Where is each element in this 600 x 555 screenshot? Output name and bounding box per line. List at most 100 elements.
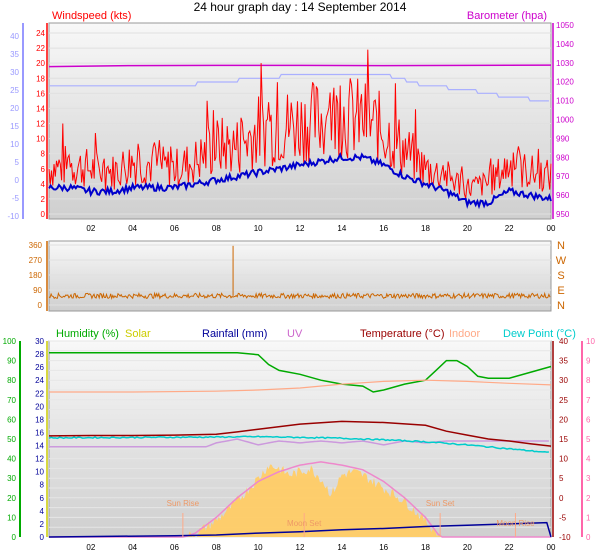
wind-tick-label: 14 [36,104,45,113]
legend-item: Dew Point (°C) [503,328,576,340]
annotation-label: Moon Set [287,519,322,528]
humidity-tick-label: 90 [7,357,16,366]
solar-tick-label: 18 [35,415,44,424]
wind-outer-tick-label: 10 [10,140,19,149]
wind-outer-tick-label: 5 [15,158,20,167]
temperature-x-tick-label: 02 [86,543,95,552]
solar-tick-label: 30 [35,337,44,346]
wind-x-tick-label: 20 [463,224,472,233]
uv-tick-label: 1 [586,513,591,522]
baro-tick-label: 1040 [556,40,574,49]
humidity-tick-label: 70 [7,396,16,405]
direction-tick-label: 0 [38,301,43,310]
wind-x-tick-label: 10 [254,224,263,233]
temperature-x-tick-label: 10 [254,543,263,552]
wind-outer-tick-label: -5 [12,194,20,203]
solar-tick-label: 8 [40,481,45,490]
temperature-tick-label: 15 [559,435,568,444]
direction-tick-label: 180 [29,271,43,280]
annotation-label: Sun Rise [167,499,200,508]
baro-tick-label: 1020 [556,78,574,87]
solar-tick-label: 24 [35,376,44,385]
wind-x-tick-label: 14 [337,224,346,233]
wind-tick-label: 20 [36,59,45,68]
wind-tick-label: 12 [36,120,45,129]
baro-tick-label: 1010 [556,97,574,106]
temperature-tick-label: 0 [559,494,564,503]
series-solar-maximum [49,461,551,538]
temperature-x-tick-label: 22 [505,543,514,552]
solar-tick-label: 2 [40,520,45,529]
wind-x-tick-label: 08 [212,224,221,233]
humidity-tick-label: 80 [7,376,16,385]
wind-tick-label: 16 [36,89,45,98]
solar-tick-label: 22 [35,389,44,398]
wind-x-tick-label: 02 [86,224,95,233]
wind-outer-tick-label: 15 [10,122,19,131]
series-temperature [48,420,552,447]
uv-tick-label: 2 [586,494,591,503]
wind-x-tick-label: 04 [128,224,137,233]
wind-outer-tick-label: 35 [10,50,19,59]
temperature-x-tick-label: 18 [421,543,430,552]
uv-tick-label: 0 [586,533,591,542]
annotation-label: Moon Rise [496,519,535,528]
series-barometer [48,64,552,68]
wind-tick-label: 18 [36,74,45,83]
solar-tick-label: 4 [40,507,45,516]
temperature-tick-label: -10 [559,533,571,542]
wind-tick-label: 6 [41,165,46,174]
wind-tick-label: 22 [36,44,45,53]
series-uv [49,438,549,448]
humidity-tick-label: 30 [7,474,16,483]
solar-tick-label: 14 [35,442,44,451]
uv-tick-label: 10 [586,337,595,346]
uv-tick-label: 9 [586,357,591,366]
legend-item: Indoor [449,328,481,340]
baro-tick-label: 950 [556,210,570,219]
solar-tick-label: 20 [35,402,44,411]
temperature-x-tick-label: 16 [379,543,388,552]
series-indoor [49,379,552,393]
temperature-x-tick-label: 12 [296,543,305,552]
temperature-x-tick-label: 06 [170,543,179,552]
temperature-tick-label: 30 [559,376,568,385]
direction-tick-label: 90 [33,286,42,295]
legend-item: UV [287,328,303,340]
legend-item: Solar [125,328,151,340]
direction-tick-label: 270 [29,256,43,265]
series-wind-direction [48,291,551,301]
series-humidity [49,352,552,393]
page-title: 24 hour graph day : 14 September 2014 [194,0,407,14]
temperature-tick-label: 25 [559,396,568,405]
humidity-tick-label: 20 [7,494,16,503]
baro-tick-label: 970 [556,172,570,181]
baro-tick-label: 980 [556,153,570,162]
series-wind-average [48,151,552,210]
solar-tick-label: 12 [35,455,44,464]
temperature-x-tick-label: 08 [212,543,221,552]
temperature-tick-label: 40 [559,337,568,346]
wind-outer-tick-label: 0 [15,176,20,185]
wind-axis-title: Windspeed (kts) [52,10,131,22]
solar-tick-label: 26 [35,363,44,372]
humidity-tick-label: 0 [12,533,17,542]
direction-compass-label: N [557,240,565,252]
humidity-tick-label: 40 [7,455,16,464]
humidity-tick-label: 60 [7,415,16,424]
panel-direction-background [48,240,552,312]
wind-x-tick-label: 12 [296,224,305,233]
direction-compass-label: E [557,285,564,297]
solar-tick-label: 10 [35,468,44,477]
uv-tick-label: 3 [586,474,591,483]
direction-tick-label: 360 [29,241,43,250]
temperature-tick-label: 10 [559,455,568,464]
uv-tick-label: 4 [586,455,591,464]
solar-tick-label: 6 [40,494,45,503]
temperature-x-tick-label: 00 [547,543,556,552]
solar-tick-label: 0 [40,533,45,542]
wind-outer-tick-label: 30 [10,68,19,77]
legend-item: Rainfall (mm) [202,328,267,340]
baro-tick-label: 1000 [556,116,574,125]
wind-tick-label: 4 [41,180,46,189]
